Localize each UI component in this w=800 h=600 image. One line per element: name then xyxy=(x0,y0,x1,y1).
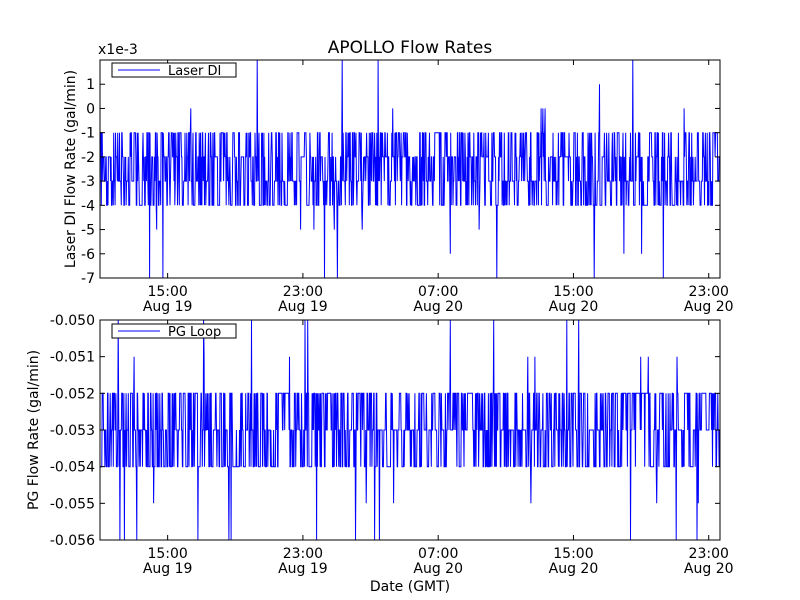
laser-di-x-tick-time: 23:00 xyxy=(283,284,323,300)
laser-di-y-tick-label: 1 xyxy=(86,77,95,93)
laser-di-y-tick-label: -6 xyxy=(81,247,95,263)
laser-di-x-tick-time: 15:00 xyxy=(147,284,187,300)
laser-di-x-tick-date: Aug 19 xyxy=(143,299,193,315)
pg-loop-x-tick-time: 15:00 xyxy=(553,546,593,562)
laser-di-x-tick-date: Aug 19 xyxy=(278,299,328,315)
pg-loop-y-tick-label: -0.053 xyxy=(50,423,95,439)
pg-loop-y-tick-label: -0.056 xyxy=(50,533,95,549)
pg-loop-y-tick-label: -0.054 xyxy=(50,460,95,476)
laser-di-x-tick-date: Aug 20 xyxy=(684,299,734,315)
pg-loop-x-tick-time: 15:00 xyxy=(147,546,187,562)
laser-di-y-tick-label: -5 xyxy=(81,223,95,239)
pg-loop-x-tick-time: 23:00 xyxy=(283,546,323,562)
laser-di-y-tick-label: -3 xyxy=(81,174,95,190)
laser-di-scale-label: x1e-3 xyxy=(98,42,138,58)
pg-loop-legend-box xyxy=(111,323,237,339)
pg-loop-x-tick-date: Aug 20 xyxy=(684,561,734,577)
laser-di-series-line xyxy=(100,59,720,279)
pg-loop-x-tick-time: 23:00 xyxy=(689,546,729,562)
laser-di-legend: Laser DI xyxy=(111,62,237,79)
pg-loop-series-line xyxy=(100,319,721,541)
pg-loop-x-tick-date: Aug 19 xyxy=(278,561,328,577)
x-axis-label: Date (GMT) xyxy=(370,579,450,595)
laser-di-y-tick-label: -7 xyxy=(81,271,95,287)
laser-di-x-tick-date: Aug 20 xyxy=(549,299,599,315)
laser-di-x-tick-time: 07:00 xyxy=(418,284,458,300)
laser-di-x-tick-time: 23:00 xyxy=(689,284,729,300)
laser-di-y-tick-label: -1 xyxy=(81,126,95,142)
laser-di-frame xyxy=(99,59,721,279)
laser-di-x-tick-time: 15:00 xyxy=(553,284,593,300)
laser-di-x-tick-date: Aug 20 xyxy=(413,299,463,315)
laser-di-y-ticks: -7 -6 -5 -4 -3 -2 -1 0 1 xyxy=(81,77,720,287)
pg-loop-x-tick-date: Aug 20 xyxy=(413,561,463,577)
laser-di-y-axis-label: Laser DI Flow Rate (gal/min) xyxy=(63,70,79,268)
pg-loop-plot xyxy=(100,319,721,541)
laser-di-plot xyxy=(100,59,720,279)
pg-loop-y-tick-label: -0.055 xyxy=(50,496,95,512)
laser-di-y-tick-label: -4 xyxy=(81,198,95,214)
laser-di-legend-box xyxy=(111,62,237,78)
pg-loop-x-tick-date: Aug 20 xyxy=(549,561,599,577)
pg-loop-y-ticks: -0.056 -0.055 -0.054 -0.053 -0.052 -0.051 -0.0… xyxy=(50,313,720,549)
pg-loop-y-tick-label: -0.050 xyxy=(50,313,95,329)
pg-loop-y-tick-label: -0.051 xyxy=(50,350,95,366)
pg-loop-legend: PG Loop xyxy=(111,323,237,340)
pg-loop-legend-label: PG Loop xyxy=(168,325,221,340)
pg-loop-x-tick-date: Aug 19 xyxy=(143,561,193,577)
pg-loop-y-axis-label: PG Flow Rate (gal/min) xyxy=(26,350,42,510)
pg-loop-x-tick-time: 07:00 xyxy=(418,546,458,562)
laser-di-y-tick-label: -2 xyxy=(81,150,95,166)
pg-loop-axes: -0.056 -0.055 -0.054 -0.053 -0.052 -0.051 -0.0… xyxy=(26,313,734,577)
laser-di-legend-label: Laser DI xyxy=(168,64,221,79)
pg-loop-y-tick-label: -0.052 xyxy=(50,386,95,402)
chart-title: APOLLO Flow Rates xyxy=(328,38,493,58)
laser-di-y-tick-label: 0 xyxy=(86,101,95,117)
